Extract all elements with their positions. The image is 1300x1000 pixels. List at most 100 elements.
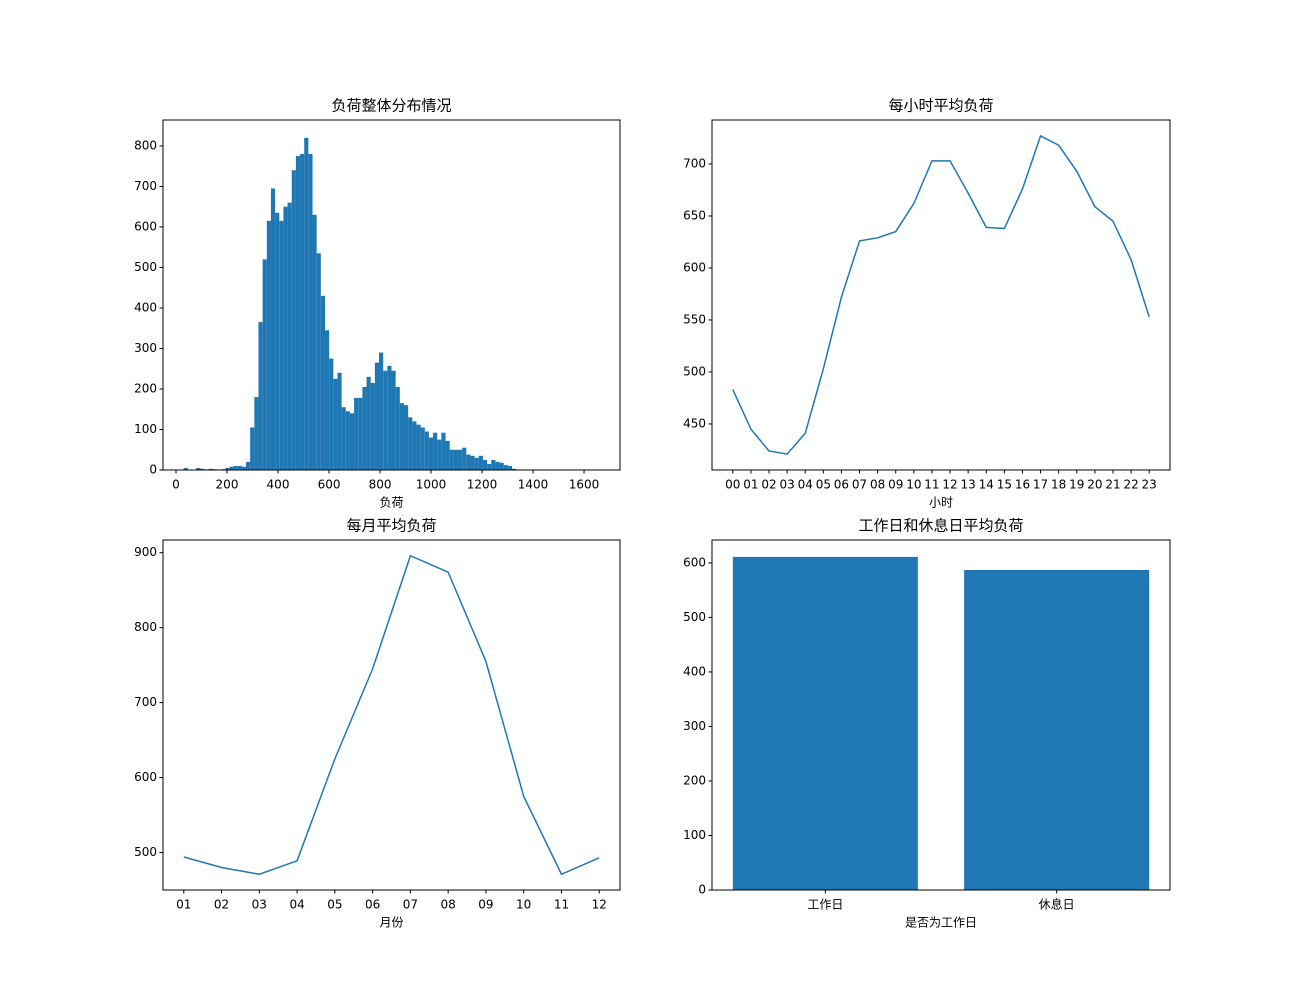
bar	[416, 424, 421, 470]
x-tick-label: 09	[888, 478, 903, 492]
bar	[337, 372, 342, 470]
bar	[358, 397, 363, 470]
y-tick-label: 200	[683, 773, 706, 787]
bar	[250, 427, 255, 470]
y-tick-label: 550	[683, 312, 706, 326]
bar	[283, 206, 288, 470]
bar	[474, 457, 479, 470]
y-tick-label: 500	[683, 610, 706, 624]
x-axis-label: 月份	[379, 916, 403, 930]
y-tick-label: 700	[134, 179, 157, 193]
x-tick-label: 1400	[518, 478, 549, 492]
bar	[449, 449, 454, 470]
line	[732, 134, 1150, 455]
bar	[233, 465, 238, 470]
chart-title: 每小时平均负荷	[888, 97, 993, 115]
y-tick-label: 100	[134, 422, 157, 436]
bar	[487, 463, 492, 470]
y-tick-label: 450	[683, 416, 706, 430]
y-tick-label: 500	[683, 364, 706, 378]
x-axis-label: 负荷	[379, 496, 403, 510]
y-tick-label: 300	[134, 341, 157, 355]
bar	[279, 220, 284, 470]
bar	[320, 295, 325, 470]
bar	[345, 411, 350, 470]
x-tick-label: 00	[725, 478, 740, 492]
y-tick-label: 400	[683, 664, 706, 678]
bar	[333, 378, 338, 470]
bar	[412, 421, 417, 470]
bar	[391, 370, 396, 470]
bar	[499, 462, 504, 470]
x-tick-label: 02	[214, 898, 229, 912]
x-tick-label: 12	[592, 898, 607, 912]
axes-frame	[162, 119, 621, 471]
bar	[420, 427, 425, 470]
x-tick-label: 23	[1142, 478, 1157, 492]
bar	[491, 459, 496, 470]
y-tick-label: 0	[149, 463, 157, 477]
bar	[408, 417, 413, 470]
y-tick-label: 800	[134, 138, 157, 152]
bar	[304, 137, 309, 470]
x-tick-label: 11	[554, 898, 569, 912]
bar	[437, 439, 442, 470]
x-tick-label: 03	[252, 898, 267, 912]
bar	[308, 154, 313, 470]
x-tick-label: 08	[441, 898, 456, 912]
y-tick-label: 600	[134, 219, 157, 233]
x-tick-label: 01	[176, 898, 191, 912]
x-tick-label: 01	[743, 478, 758, 492]
bar	[295, 156, 301, 471]
x-tick-label: 03	[779, 478, 794, 492]
bar	[379, 352, 384, 470]
bar	[441, 432, 446, 470]
y-tick-label: 600	[134, 770, 157, 784]
bar	[258, 322, 263, 470]
y-tick-label: 500	[134, 845, 157, 859]
bar	[512, 468, 517, 470]
x-tick-label: 10	[516, 898, 531, 912]
x-tick-label: 18	[1051, 478, 1066, 492]
y-tick-label: 500	[134, 260, 157, 274]
x-tick-label: 800	[369, 478, 392, 492]
bar	[229, 466, 234, 470]
bar	[349, 413, 355, 470]
bar	[196, 467, 201, 470]
bar	[366, 376, 371, 470]
bar	[362, 386, 367, 470]
x-tick-label: 休息日	[1039, 897, 1075, 912]
bar	[403, 405, 409, 470]
bar	[300, 154, 305, 470]
bar	[270, 188, 276, 471]
x-tick-label: 04	[798, 478, 813, 492]
bar	[964, 569, 1150, 890]
y-tick-label: 650	[683, 208, 706, 222]
bar	[466, 454, 471, 470]
bar	[458, 449, 463, 470]
x-tick-label: 12	[942, 478, 957, 492]
x-tick-label: 22	[1123, 478, 1138, 492]
x-tick-label: 17	[1033, 478, 1048, 492]
y-tick-label: 700	[683, 156, 706, 170]
bar	[225, 467, 230, 470]
x-tick-label: 10	[906, 478, 921, 492]
bar	[732, 556, 918, 890]
x-tick-label: 05	[327, 898, 342, 912]
y-tick-label: 600	[683, 555, 706, 569]
x-tick-label: 20	[1087, 478, 1102, 492]
axes-frame	[162, 539, 621, 891]
y-tick-label: 400	[134, 300, 157, 314]
bar	[453, 449, 459, 470]
bar	[354, 397, 359, 470]
bar	[312, 214, 317, 470]
bar	[383, 370, 388, 470]
x-tick-label: 1000	[416, 478, 447, 492]
x-tick-label: 06	[365, 898, 380, 912]
bar	[424, 431, 429, 470]
bar	[495, 461, 500, 470]
x-tick-label: 1600	[569, 478, 600, 492]
bar	[445, 440, 450, 470]
x-tick-label: 13	[961, 478, 976, 492]
